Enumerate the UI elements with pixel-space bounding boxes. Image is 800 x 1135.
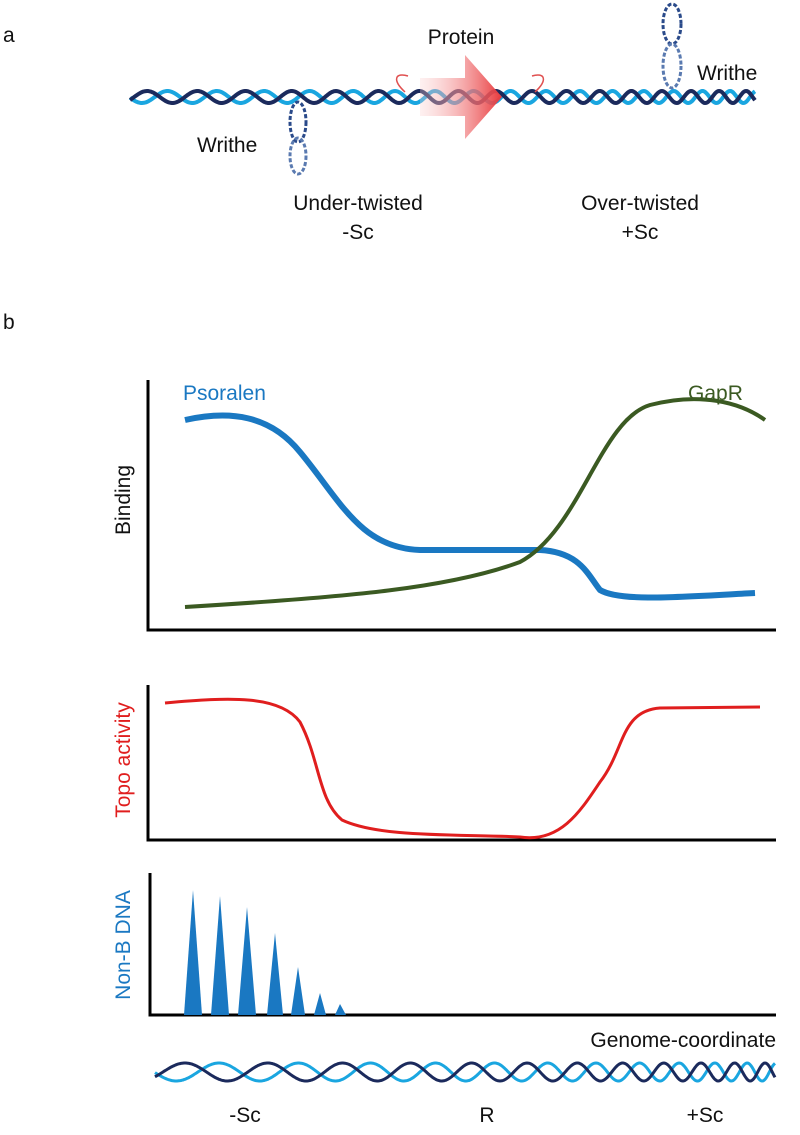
panel-label: b <box>3 311 15 334</box>
x-axis-label: Genome-coordinate <box>590 1029 776 1052</box>
topo-curve <box>164 697 761 840</box>
series-label: Psoralen <box>183 382 266 405</box>
axes <box>146 380 776 1017</box>
y-axis-label: Topo activity <box>112 702 135 818</box>
writhe-label: Writhe <box>197 134 257 157</box>
region-label: +Sc <box>687 1104 724 1127</box>
rotation-arrow <box>396 74 409 93</box>
state-sign: +Sc <box>622 221 659 244</box>
non-b-peaks <box>184 890 346 1015</box>
series-label: GapR <box>688 382 743 405</box>
state-title: Over-twisted <box>581 192 699 215</box>
protein-label: Protein <box>428 26 495 49</box>
gapr-curve <box>184 397 767 609</box>
y-axis-label: Non-B DNA <box>112 890 135 1000</box>
panel-label: a <box>3 24 15 47</box>
region-label: -Sc <box>229 1104 261 1127</box>
dna-helix <box>154 1061 777 1083</box>
region-label: R <box>479 1104 494 1127</box>
writhe-label: Writhe <box>697 62 757 85</box>
state-sign: -Sc <box>342 221 374 244</box>
writhe-loop <box>288 2 683 176</box>
protein-arrow <box>420 55 502 139</box>
y-axis-label: Binding <box>112 465 135 535</box>
dna-strand <box>154 1061 777 1083</box>
state-title: Under-twisted <box>293 192 423 215</box>
rotation-arrow <box>531 74 544 93</box>
psoralen-curve <box>184 412 756 601</box>
